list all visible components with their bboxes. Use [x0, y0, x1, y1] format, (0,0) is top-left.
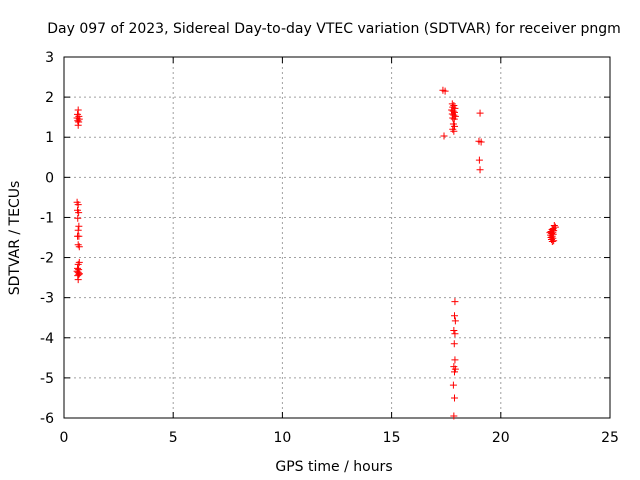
x-tick-label: 10: [273, 430, 291, 446]
data-point: [75, 232, 83, 240]
data-point: [475, 156, 483, 164]
plot-frame: [63, 56, 611, 419]
x-tick-label: 5: [169, 430, 178, 446]
data-point: [451, 317, 459, 325]
data-point: [74, 201, 82, 209]
data-point: [75, 270, 83, 278]
chart-title: Day 097 of 2023, Sidereal Day-to-day VTE…: [47, 21, 621, 37]
data-points: [73, 86, 559, 420]
data-point: [451, 330, 459, 338]
y-tick-label: -2: [40, 251, 54, 267]
data-point: [450, 327, 458, 335]
y-axis-label: SDTVAR / TECUs: [7, 181, 23, 296]
data-point: [451, 356, 459, 364]
y-tick-label: 3: [45, 50, 54, 66]
data-point: [450, 115, 458, 123]
data-point: [450, 340, 458, 348]
data-point: [450, 127, 458, 135]
data-point: [449, 114, 457, 122]
data-point: [548, 238, 556, 246]
data-point: [74, 106, 82, 114]
data-point: [74, 226, 82, 234]
y-tick-label: -6: [40, 411, 54, 427]
data-point: [450, 394, 458, 402]
x-tick-label: 20: [492, 430, 510, 446]
data-point: [476, 166, 484, 174]
data-point: [450, 312, 458, 320]
y-tick-label: -1: [40, 210, 54, 226]
y-axis-ticks: 3 2 1 0 -1 -2 -3 -4 -5 -6: [40, 50, 610, 427]
y-tick-label: 0: [45, 170, 54, 186]
data-point: [450, 412, 458, 420]
data-point: [75, 222, 83, 230]
x-axis-ticks: 0 5 10 15 20 25: [60, 57, 619, 446]
data-point: [441, 87, 449, 95]
y-tick-label: -3: [40, 291, 54, 307]
data-point: [550, 221, 558, 229]
y-tick-label: 1: [45, 130, 54, 146]
grid-lines: [64, 57, 610, 418]
y-tick-label: -4: [40, 331, 54, 347]
x-axis-label: GPS time / hours: [275, 459, 392, 475]
data-point: [550, 237, 558, 245]
data-point: [440, 132, 448, 140]
data-point: [450, 368, 458, 376]
x-tick-label: 0: [60, 430, 69, 446]
x-tick-label: 15: [383, 430, 401, 446]
y-tick-label: -5: [40, 371, 54, 387]
data-point: [477, 138, 485, 146]
data-point: [74, 214, 82, 222]
data-point: [75, 209, 83, 217]
data-point: [476, 109, 484, 117]
data-point: [451, 298, 459, 306]
data-point: [74, 276, 82, 284]
x-tick-label: 25: [601, 430, 619, 446]
data-point: [74, 121, 82, 129]
data-point: [75, 243, 83, 251]
data-point: [449, 381, 457, 389]
y-tick-label: 2: [45, 90, 54, 106]
